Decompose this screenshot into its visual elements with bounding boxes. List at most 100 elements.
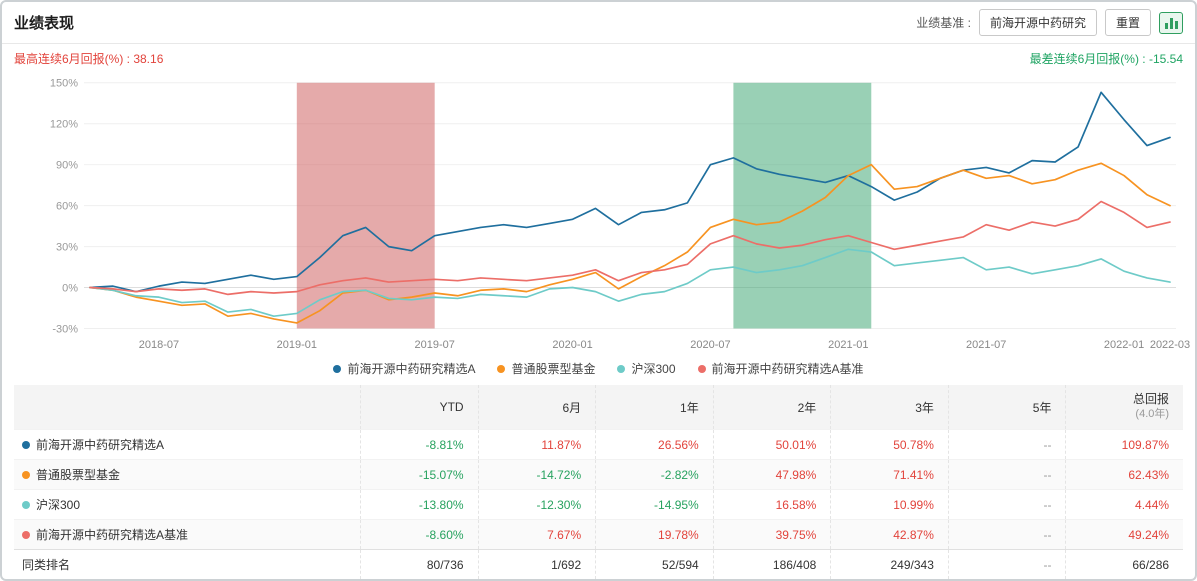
page-title: 业绩表现 bbox=[14, 15, 75, 32]
stats-row: 最高连续6月回报(%) : 38.16 最差连续6月回报(%) : -15.54 bbox=[2, 44, 1195, 69]
table-cell: 49.24% bbox=[1128, 527, 1170, 542]
table-cell: 80/736 bbox=[361, 550, 479, 579]
x-axis-label: 2019-07 bbox=[415, 339, 455, 351]
table-cell: 52/594 bbox=[596, 550, 714, 579]
table-cell: -8.60% bbox=[361, 520, 479, 549]
y-axis-label: 90% bbox=[56, 160, 78, 172]
table-cell: 11.87% bbox=[479, 430, 597, 459]
panel-header: 业绩表现 业绩基准 : 前海开源中药研究 重置 bbox=[2, 2, 1195, 44]
column-header bbox=[14, 385, 361, 429]
worst-6m-period-band bbox=[733, 82, 872, 329]
column-header: 6月 bbox=[479, 385, 597, 429]
table-cell: 19.78% bbox=[596, 520, 714, 549]
y-axis-label: 120% bbox=[50, 119, 78, 131]
table-cell: 50.01% bbox=[714, 430, 832, 459]
row-label: 同类排名 bbox=[14, 550, 361, 579]
table-body: 前海开源中药研究精选A -8.81% 11.87% 26.56% 50.01% 50.78… bbox=[14, 429, 1183, 579]
header-controls: 业绩基准 : 前海开源中药研究 重置 bbox=[916, 9, 1183, 36]
column-header: 总回报 (4.0年) bbox=[1133, 392, 1170, 420]
row-label: 普通股票型基金 bbox=[14, 460, 361, 489]
y-axis-label: 0% bbox=[62, 283, 78, 295]
chart-legend: 前海开源中药研究精选A 普通股票型基金 沪深300 前海开源中药研究精选A基准 bbox=[2, 356, 1195, 383]
table-cell: 1/692 bbox=[479, 550, 597, 579]
table-cell: -12.30% bbox=[479, 490, 597, 519]
table-cell: 50.78% bbox=[831, 430, 949, 459]
series-line-hs300 bbox=[89, 248, 1171, 318]
series-line-stock-funds bbox=[89, 162, 1171, 324]
table-cell: 26.56% bbox=[596, 430, 714, 459]
row-label: 前海开源中药研究精选A bbox=[14, 430, 361, 459]
table-cell: 249/343 bbox=[831, 550, 949, 579]
legend-item-fund-a[interactable]: 前海开源中药研究精选A bbox=[333, 360, 475, 377]
chart-view-button[interactable] bbox=[1159, 11, 1183, 34]
legend-dot bbox=[697, 364, 706, 373]
table-cell: -14.72% bbox=[479, 460, 597, 489]
table-cell: -2.82% bbox=[596, 460, 714, 489]
table-cell: 4.44% bbox=[1135, 497, 1170, 512]
table-cell: 10.99% bbox=[831, 490, 949, 519]
table-cell: 42.87% bbox=[831, 520, 949, 549]
series-line-fund-a bbox=[89, 91, 1171, 293]
legend-item-benchmark[interactable]: 前海开源中药研究精选A基准 bbox=[697, 360, 864, 377]
table-row: 普通股票型基金 -15.07% -14.72% -2.82% 47.98% 71.41% -… bbox=[14, 459, 1183, 489]
y-axis-label: 30% bbox=[56, 242, 78, 254]
table-cell: 7.67% bbox=[479, 520, 597, 549]
table-cell: 62.43% bbox=[1128, 467, 1170, 482]
table-cell: -14.95% bbox=[596, 490, 714, 519]
legend-label: 沪深300 bbox=[631, 362, 676, 376]
table-cell: 186/408 bbox=[714, 550, 832, 579]
table-cell: -13.80% bbox=[361, 490, 479, 519]
y-axis-label: -30% bbox=[52, 323, 78, 335]
table-row: 同类排名 80/736 1/692 52/594 186/408 249/343 -- 66/… bbox=[14, 549, 1183, 579]
row-label: 前海开源中药研究精选A基准 bbox=[14, 520, 361, 549]
table-cell: -15.07% bbox=[361, 460, 479, 489]
table-row: 前海开源中药研究精选A基准 -8.60% 7.67% 19.78% 39.75% 42.8… bbox=[14, 519, 1183, 549]
chart-area: 150% 120% 90% 60% 30% 0% -30% 2018-07 2019-01 201… bbox=[2, 69, 1195, 356]
table-row: 前海开源中药研究精选A -8.81% 11.87% 26.56% 50.01% 50.78… bbox=[14, 429, 1183, 459]
column-header: 1年 bbox=[596, 385, 714, 429]
x-axis-label: 2020-01 bbox=[552, 339, 592, 351]
legend-dot bbox=[617, 364, 626, 373]
table-header-row: YTD 6月 1年 2年 3年 5年 总回报 (4.0年) bbox=[14, 385, 1183, 429]
column-header: 3年 bbox=[831, 385, 949, 429]
table-cell: 109.87% bbox=[1121, 437, 1170, 452]
table-cell: 47.98% bbox=[714, 460, 832, 489]
benchmark-label: 业绩基准 : bbox=[916, 16, 971, 30]
table-cell: -- bbox=[949, 550, 1067, 579]
series-dot bbox=[22, 530, 30, 539]
table-cell: 66/286 bbox=[1132, 557, 1170, 572]
bar-chart-icon bbox=[1164, 22, 1168, 29]
bar-chart-icon bbox=[1169, 17, 1173, 29]
series-dot bbox=[22, 470, 30, 479]
legend-label: 前海开源中药研究精选A基准 bbox=[711, 362, 864, 376]
legend-item-stock-funds[interactable]: 普通股票型基金 bbox=[497, 360, 595, 377]
table-cell: -- bbox=[949, 460, 1067, 489]
row-label: 沪深300 bbox=[14, 490, 361, 519]
x-axis-label: 2018-07 bbox=[139, 339, 179, 351]
x-axis-label: 2021-07 bbox=[966, 339, 1006, 351]
reset-button[interactable]: 重置 bbox=[1104, 9, 1151, 36]
table-cell: -8.81% bbox=[361, 430, 479, 459]
series-line-benchmark bbox=[89, 200, 1171, 296]
table-cell: 39.75% bbox=[714, 520, 832, 549]
legend-dot bbox=[333, 364, 342, 373]
table-cell: -- bbox=[949, 520, 1067, 549]
y-axis-label: 60% bbox=[56, 201, 78, 213]
table-row: 沪深300 -13.80% -12.30% -14.95% 16.58% 10.99% --… bbox=[14, 489, 1183, 519]
best-6m-return-label: 最高连续6月回报(%) : 38.16 bbox=[14, 52, 164, 66]
table-cell: -- bbox=[949, 490, 1067, 519]
x-axis-label: 2021-01 bbox=[828, 339, 868, 351]
x-axis-label: 2019-01 bbox=[277, 339, 317, 351]
legend-dot bbox=[497, 364, 506, 373]
x-axis-label: 2020-07 bbox=[690, 339, 730, 351]
legend-label: 普通股票型基金 bbox=[511, 362, 596, 376]
legend-item-hs300[interactable]: 沪深300 bbox=[617, 360, 676, 377]
column-header: YTD bbox=[361, 385, 479, 429]
benchmark-select-button[interactable]: 前海开源中药研究 bbox=[978, 9, 1097, 36]
x-axis-label: 2022-03 bbox=[1150, 339, 1190, 351]
bar-chart-icon bbox=[1174, 20, 1178, 29]
series-dot bbox=[22, 440, 30, 449]
series-dot bbox=[22, 500, 30, 509]
table-cell: 71.41% bbox=[831, 460, 949, 489]
